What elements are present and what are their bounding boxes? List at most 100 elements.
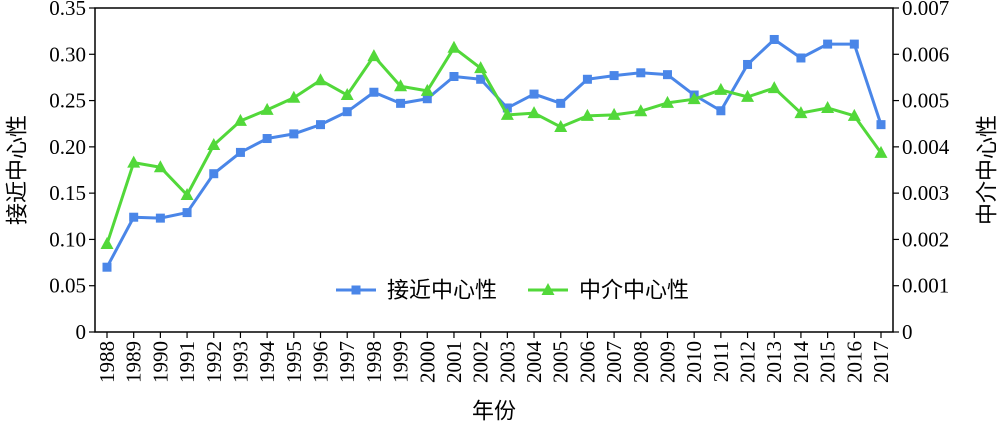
- betweenness-centrality-data-point: [394, 79, 408, 92]
- betweenness-centrality-data-point: [634, 104, 648, 117]
- closeness-centrality-data-point: [876, 120, 886, 130]
- closeness-centrality-data-point: [743, 59, 753, 69]
- left-y-axis-ticks: 0 0.05 0.10 0.15 0.20 0.25 0.30 0.35: [49, 0, 95, 344]
- left-y-axis-label: 接近中心性: [5, 115, 30, 225]
- x-tick-label: 2008: [629, 341, 653, 383]
- left-y-tick-label: 0.30: [49, 42, 86, 66]
- left-y-tick-label: 0.15: [49, 181, 86, 205]
- betweenness-centrality-data-point: [314, 73, 328, 86]
- x-tick-label: 1988: [95, 341, 119, 383]
- betweenness-centrality-data-point: [554, 119, 568, 132]
- left-y-tick-label: 0.10: [49, 227, 86, 251]
- betweenness-centrality-data-point: [447, 40, 461, 53]
- x-tick-label: 1990: [148, 341, 172, 383]
- x-tick-label: 2005: [549, 341, 573, 383]
- betweenness-centrality-data-point: [287, 90, 301, 103]
- right-y-tick-label: 0.002: [902, 227, 949, 251]
- closeness-centrality-data-point: [476, 74, 486, 84]
- betweenness-centrality-data-point: [474, 61, 488, 74]
- series-layer: [100, 34, 888, 272]
- closeness-centrality-data-point: [796, 53, 806, 63]
- closeness-centrality-data-point: [262, 134, 272, 144]
- x-tick-label: 1993: [228, 341, 252, 383]
- closeness-centrality-data-point: [342, 107, 352, 117]
- left-y-tick-label: 0: [76, 320, 87, 344]
- closeness-centrality-data-point: [662, 70, 672, 80]
- betweenness-centrality-data-point: [233, 113, 247, 126]
- right-y-tick-label: 0.001: [902, 274, 949, 298]
- legend-label-closeness-centrality: 接近中心性: [387, 278, 497, 303]
- x-tick-label: 2010: [682, 341, 706, 383]
- legend-label-betweenness-centrality: 中介中心性: [579, 278, 689, 303]
- legend-item-betweenness-centrality: 中介中心性: [528, 278, 689, 303]
- x-tick-label: 2009: [655, 341, 679, 383]
- x-tick-label: 2003: [495, 341, 519, 383]
- betweenness-centrality-data-point: [821, 100, 835, 113]
- closeness-centrality-data-point: [102, 262, 112, 272]
- legend-square-marker-icon: [351, 285, 361, 295]
- x-tick-label: 2000: [415, 341, 439, 383]
- legend-triangle-marker-icon: [541, 283, 555, 295]
- x-tick-label: 1999: [389, 341, 413, 383]
- betweenness-centrality-data-point: [741, 89, 755, 102]
- x-tick-label: 2013: [762, 341, 786, 383]
- betweenness-centrality-data-point: [420, 83, 434, 96]
- left-y-tick-label: 0.20: [49, 135, 86, 159]
- x-tick-label: 2016: [842, 341, 866, 383]
- closeness-centrality-data-point: [129, 212, 139, 222]
- betweenness-centrality-data-point: [714, 82, 728, 95]
- closeness-centrality-data-point: [316, 120, 326, 130]
- x-tick-label: 2002: [469, 341, 493, 383]
- x-tick-label: 2011: [709, 341, 733, 382]
- betweenness-centrality-data-point: [580, 108, 594, 121]
- x-tick-label: 1996: [309, 341, 333, 383]
- closeness-centrality-data-point: [849, 39, 859, 49]
- closeness-centrality-data-point: [529, 89, 539, 99]
- betweenness-centrality-data-point: [607, 107, 621, 120]
- closeness-centrality-data-point: [582, 74, 592, 84]
- closeness-centrality-data-point: [235, 147, 245, 157]
- betweenness-centrality-data-point: [207, 138, 221, 151]
- x-tick-label: 1997: [335, 341, 359, 383]
- closeness-centrality-data-point: [182, 208, 192, 218]
- x-tick-label: 2014: [789, 341, 813, 384]
- legend: 接近中心性 中介中心性: [336, 278, 689, 303]
- betweenness-centrality-data-point: [367, 49, 381, 62]
- x-tick-label: 2012: [736, 341, 760, 383]
- x-tick-label: 2017: [869, 341, 893, 383]
- closeness-centrality-data-point: [369, 87, 379, 97]
- closeness-centrality-data-point: [609, 71, 619, 81]
- closeness-centrality-data-point: [449, 72, 459, 82]
- right-y-tick-label: 0.005: [902, 89, 949, 113]
- x-tick-label: 1989: [122, 341, 146, 383]
- betweenness-centrality-data-point: [660, 95, 674, 108]
- closeness-centrality-data-point: [636, 68, 646, 78]
- x-tick-label: 2001: [442, 341, 466, 383]
- legend-item-closeness-centrality: 接近中心性: [336, 278, 497, 303]
- betweenness-centrality-data-point: [527, 106, 541, 119]
- plot-area-frame: [94, 7, 894, 333]
- x-tick-label: 2007: [602, 341, 626, 383]
- x-tick-label: 1998: [362, 341, 386, 383]
- x-tick-label: 2015: [816, 341, 840, 383]
- right-y-tick-label: 0.007: [902, 0, 949, 20]
- closeness-centrality-data-point: [155, 213, 165, 223]
- right-y-axis-label: 中介中心性: [975, 115, 1000, 225]
- betweenness-centrality-data-point: [153, 160, 167, 173]
- closeness-centrality-data-point: [209, 169, 219, 179]
- x-axis-ticks: 1988 1989 1990 1991 1992 1993 1994 1995 1996 1997…: [95, 332, 893, 383]
- x-axis-label: 年份: [472, 399, 516, 424]
- closeness-centrality-data-point: [556, 98, 566, 108]
- right-y-tick-label: 0.006: [902, 42, 949, 66]
- closeness-centrality-data-point: [396, 98, 406, 108]
- betweenness-centrality-data-point: [100, 237, 114, 250]
- right-y-tick-label: 0.003: [902, 181, 949, 205]
- right-y-tick-label: 0.004: [902, 135, 950, 159]
- x-tick-label: 2004: [522, 341, 546, 384]
- closeness-centrality-data-point: [716, 106, 726, 116]
- right-y-tick-label: 0: [902, 320, 913, 344]
- closeness-centrality-data-point: [823, 39, 833, 49]
- betweenness-centrality-data-point: [687, 92, 701, 105]
